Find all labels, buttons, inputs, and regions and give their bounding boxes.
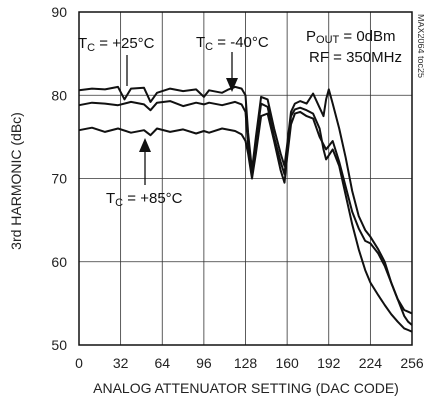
condition-pout-value: = 0dBm (339, 28, 395, 45)
plot-frame (78, 11, 413, 346)
x-tick-label: 0 (75, 355, 83, 371)
annotation-85c-value: = +85°C (123, 190, 183, 207)
arrowhead-85c (139, 138, 151, 152)
y-tick-label: 80 (51, 87, 67, 103)
x-tick-labels: 0 32 64 96 128 160 192 224 256 (75, 355, 424, 371)
arrowhead-minus40c (226, 78, 238, 92)
series-group (78, 85, 413, 333)
condition-pout: POUT = 0dBm (306, 28, 396, 46)
annotation-85c: TC = +85°C (106, 190, 183, 209)
x-tick-label: 192 (317, 355, 341, 371)
x-tick-label: 64 (154, 355, 170, 371)
x-tick-label: 128 (234, 355, 258, 371)
annotation-minus40c-sub: C (205, 41, 213, 53)
y-tick-label: 70 (51, 171, 67, 187)
annotation-85c-t: T (106, 190, 115, 207)
condition-pout-sub: OUT (316, 34, 340, 46)
annotation-25c-sub: C (87, 42, 95, 54)
annotation-25c-t: T (78, 35, 87, 52)
annotation-25c-value: = +25°C (95, 35, 155, 52)
y-axis-title: 3rd HARMONIC (dBc) (8, 112, 24, 250)
x-tick-label: 32 (113, 355, 129, 371)
annotation-85c-sub: C (115, 197, 123, 209)
annotation-25c: TC = +25°C (78, 35, 155, 54)
y-tick-label: 60 (51, 254, 67, 270)
y-tick-labels: 50 60 70 80 90 (51, 4, 67, 353)
series-line-1 (78, 85, 413, 315)
y-tick-label: 50 (51, 337, 67, 353)
x-axis-title: ANALOG ATTENUATOR SETTING (DAC CODE) (93, 380, 399, 396)
annotation-minus40c-t: T (196, 34, 205, 51)
x-tick-label: 160 (275, 355, 299, 371)
condition-pout-p: P (306, 28, 316, 45)
x-tick-label: 256 (400, 355, 424, 371)
figure-id: MAX2064 toc25 (416, 14, 424, 78)
x-tick-label: 224 (359, 355, 383, 371)
series-line-3 (78, 110, 413, 326)
condition-rf: RF = 350MHz (309, 49, 402, 66)
y-tick-label: 90 (51, 4, 67, 20)
annotation-minus40c-value: = -40°C (213, 34, 269, 51)
grid-lines (79, 12, 412, 345)
annotation-minus40c: TC = -40°C (196, 34, 269, 53)
series-line-2 (78, 100, 413, 333)
x-tick-label: 96 (196, 355, 212, 371)
